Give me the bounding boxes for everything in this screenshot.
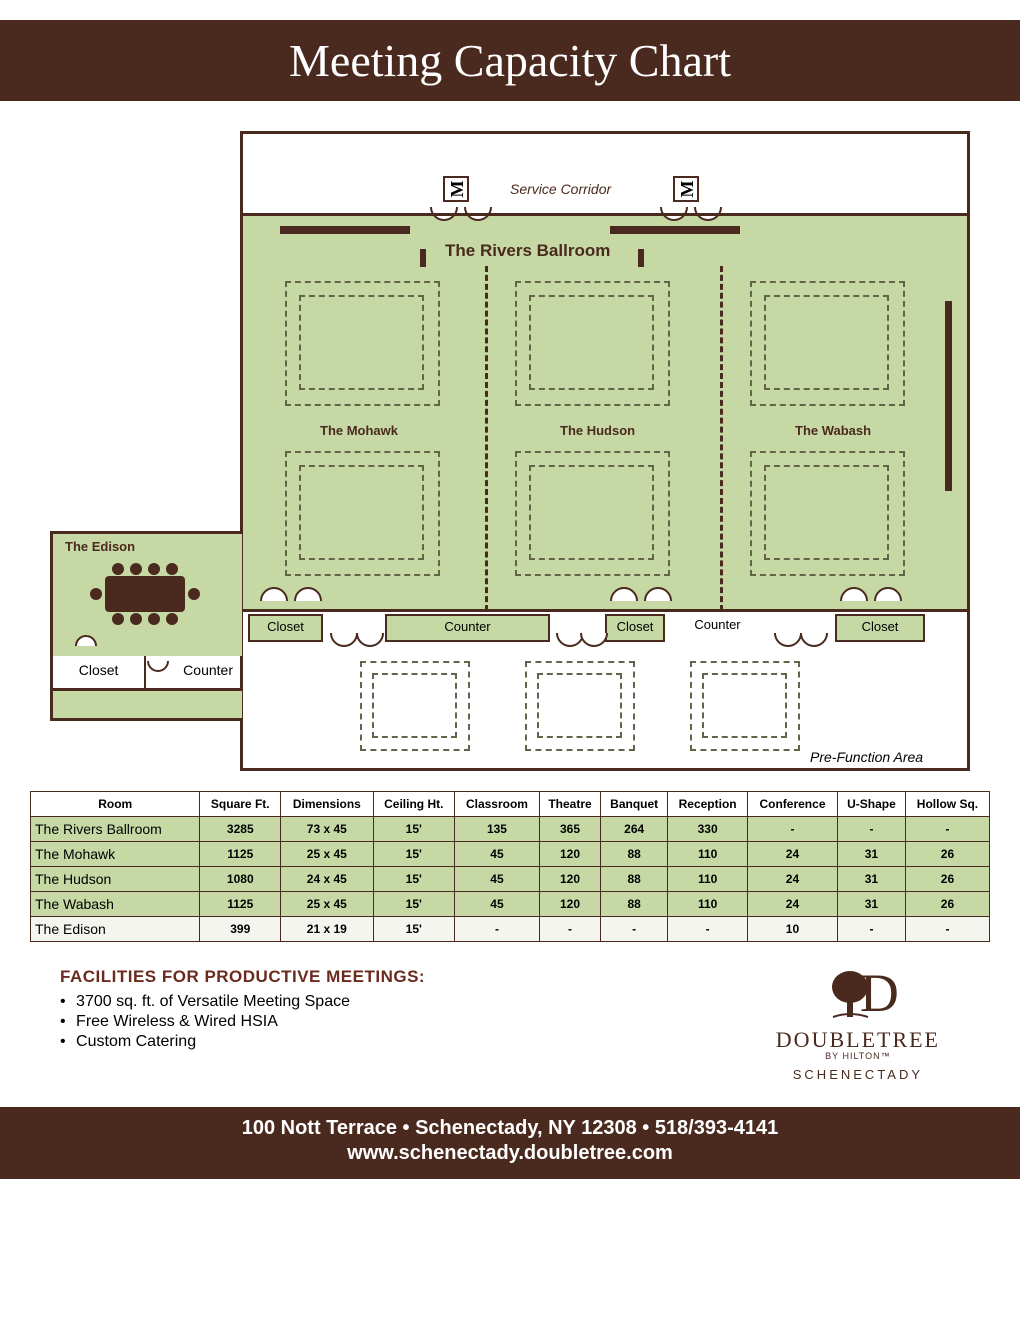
- counter-box: Counter: [385, 614, 550, 642]
- facilities-block: FACILITIES FOR PRODUCTIVE MEETINGS: 3700…: [60, 967, 425, 1082]
- service-corridor-label: Service Corridor: [510, 181, 611, 197]
- facility-item: Custom Catering: [72, 1033, 425, 1051]
- table-row: The Edison39921 x 1915'----10--: [31, 917, 990, 942]
- table-header: Hollow Sq.: [905, 792, 989, 817]
- table-header: Room: [31, 792, 200, 817]
- closet-box: Closet: [248, 614, 323, 642]
- page-title: Meeting Capacity Chart: [0, 20, 1020, 101]
- closet-box: Closet: [835, 614, 925, 642]
- floorplan: M M Service Corridor The Rivers Ballroom…: [50, 131, 970, 771]
- footer: 100 Nott Terrace • Schenectady, NY 12308…: [0, 1107, 1020, 1179]
- hudson-label: The Hudson: [560, 423, 635, 438]
- closet-label: Closet: [53, 656, 146, 688]
- facility-item: Free Wireless & Wired HSIA: [72, 1013, 425, 1031]
- footer-url: www.schenectady.doubletree.com: [0, 1142, 1020, 1165]
- doubletree-logo: D DOUBLETREE BY HILTON™ SCHENECTADY: [776, 967, 940, 1082]
- table-header: Theatre: [539, 792, 600, 817]
- logo-brand: DOUBLETREE: [776, 1027, 940, 1053]
- mohawk-label: The Mohawk: [320, 423, 398, 438]
- table-header: Classroom: [455, 792, 540, 817]
- footer-address: 100 Nott Terrace • Schenectady, NY 12308…: [0, 1117, 1020, 1140]
- table-row: The Mohawk112525 x 4515'4512088110243126: [31, 842, 990, 867]
- logo-location: SCHENECTADY: [776, 1067, 940, 1082]
- edison-label: The Edison: [65, 539, 135, 554]
- table-header: Ceiling Ht.: [373, 792, 454, 817]
- wabash-label: The Wabash: [795, 423, 871, 438]
- capacity-table: RoomSquare Ft.DimensionsCeiling Ht.Class…: [30, 791, 990, 942]
- ballroom-label: The Rivers Ballroom: [445, 241, 610, 261]
- table-header: Square Ft.: [200, 792, 281, 817]
- counter-label: Counter: [670, 614, 765, 642]
- table-header: U-Shape: [837, 792, 905, 817]
- closet-box: Closet: [605, 614, 665, 642]
- facility-item: 3700 sq. ft. of Versatile Meeting Space: [72, 993, 425, 1011]
- facilities-heading: FACILITIES FOR PRODUCTIVE MEETINGS:: [60, 967, 425, 987]
- prefunction-label: Pre-Function Area: [810, 749, 960, 763]
- counter-label: Counter: [176, 656, 240, 688]
- table-header: Reception: [668, 792, 748, 817]
- table-header: Conference: [748, 792, 838, 817]
- table-header: Banquet: [601, 792, 668, 817]
- table-row: The Wabash112525 x 4515'4512088110243126: [31, 892, 990, 917]
- table-row: The Hudson108024 x 4515'4512088110243126: [31, 867, 990, 892]
- table-header: Dimensions: [281, 792, 373, 817]
- table-row: The Rivers Ballroom328573 x 4515'1353652…: [31, 817, 990, 842]
